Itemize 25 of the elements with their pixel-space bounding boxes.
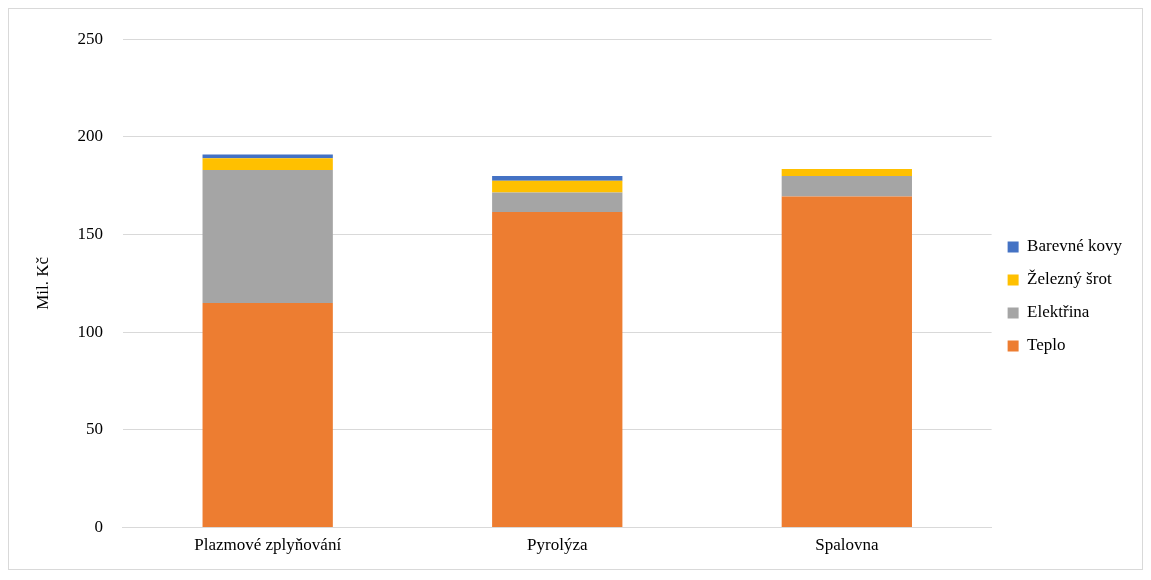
y-tick-label: 150 xyxy=(77,224,103,244)
bar xyxy=(781,169,912,176)
x-tick-label: Pyrolýza xyxy=(527,535,588,555)
bar xyxy=(492,192,623,213)
y-axis-title: Mil. Kč xyxy=(32,256,52,310)
bar xyxy=(492,212,623,528)
bar xyxy=(202,158,333,171)
legend-label: Železný šrot xyxy=(1027,269,1112,289)
legend-label: Teplo xyxy=(1027,335,1066,355)
y-tick-label: 200 xyxy=(77,126,103,146)
bar xyxy=(492,180,623,193)
y-tick-label: 0 xyxy=(94,517,103,537)
x-tick-label: Plazmové zplyňování xyxy=(194,535,342,555)
bar xyxy=(492,175,623,181)
bar xyxy=(202,302,333,528)
y-tick-label: 250 xyxy=(77,28,103,48)
bar xyxy=(781,175,912,197)
y-tick-label: 50 xyxy=(85,419,103,439)
x-tick-label: Spalovna xyxy=(815,535,879,555)
legend-label: Barevné kovy xyxy=(1027,236,1123,256)
bar xyxy=(781,196,912,528)
y-tick-label: 100 xyxy=(77,321,103,341)
bar xyxy=(202,154,333,159)
bar xyxy=(202,170,333,303)
legend-label: Elektřina xyxy=(1027,302,1090,322)
